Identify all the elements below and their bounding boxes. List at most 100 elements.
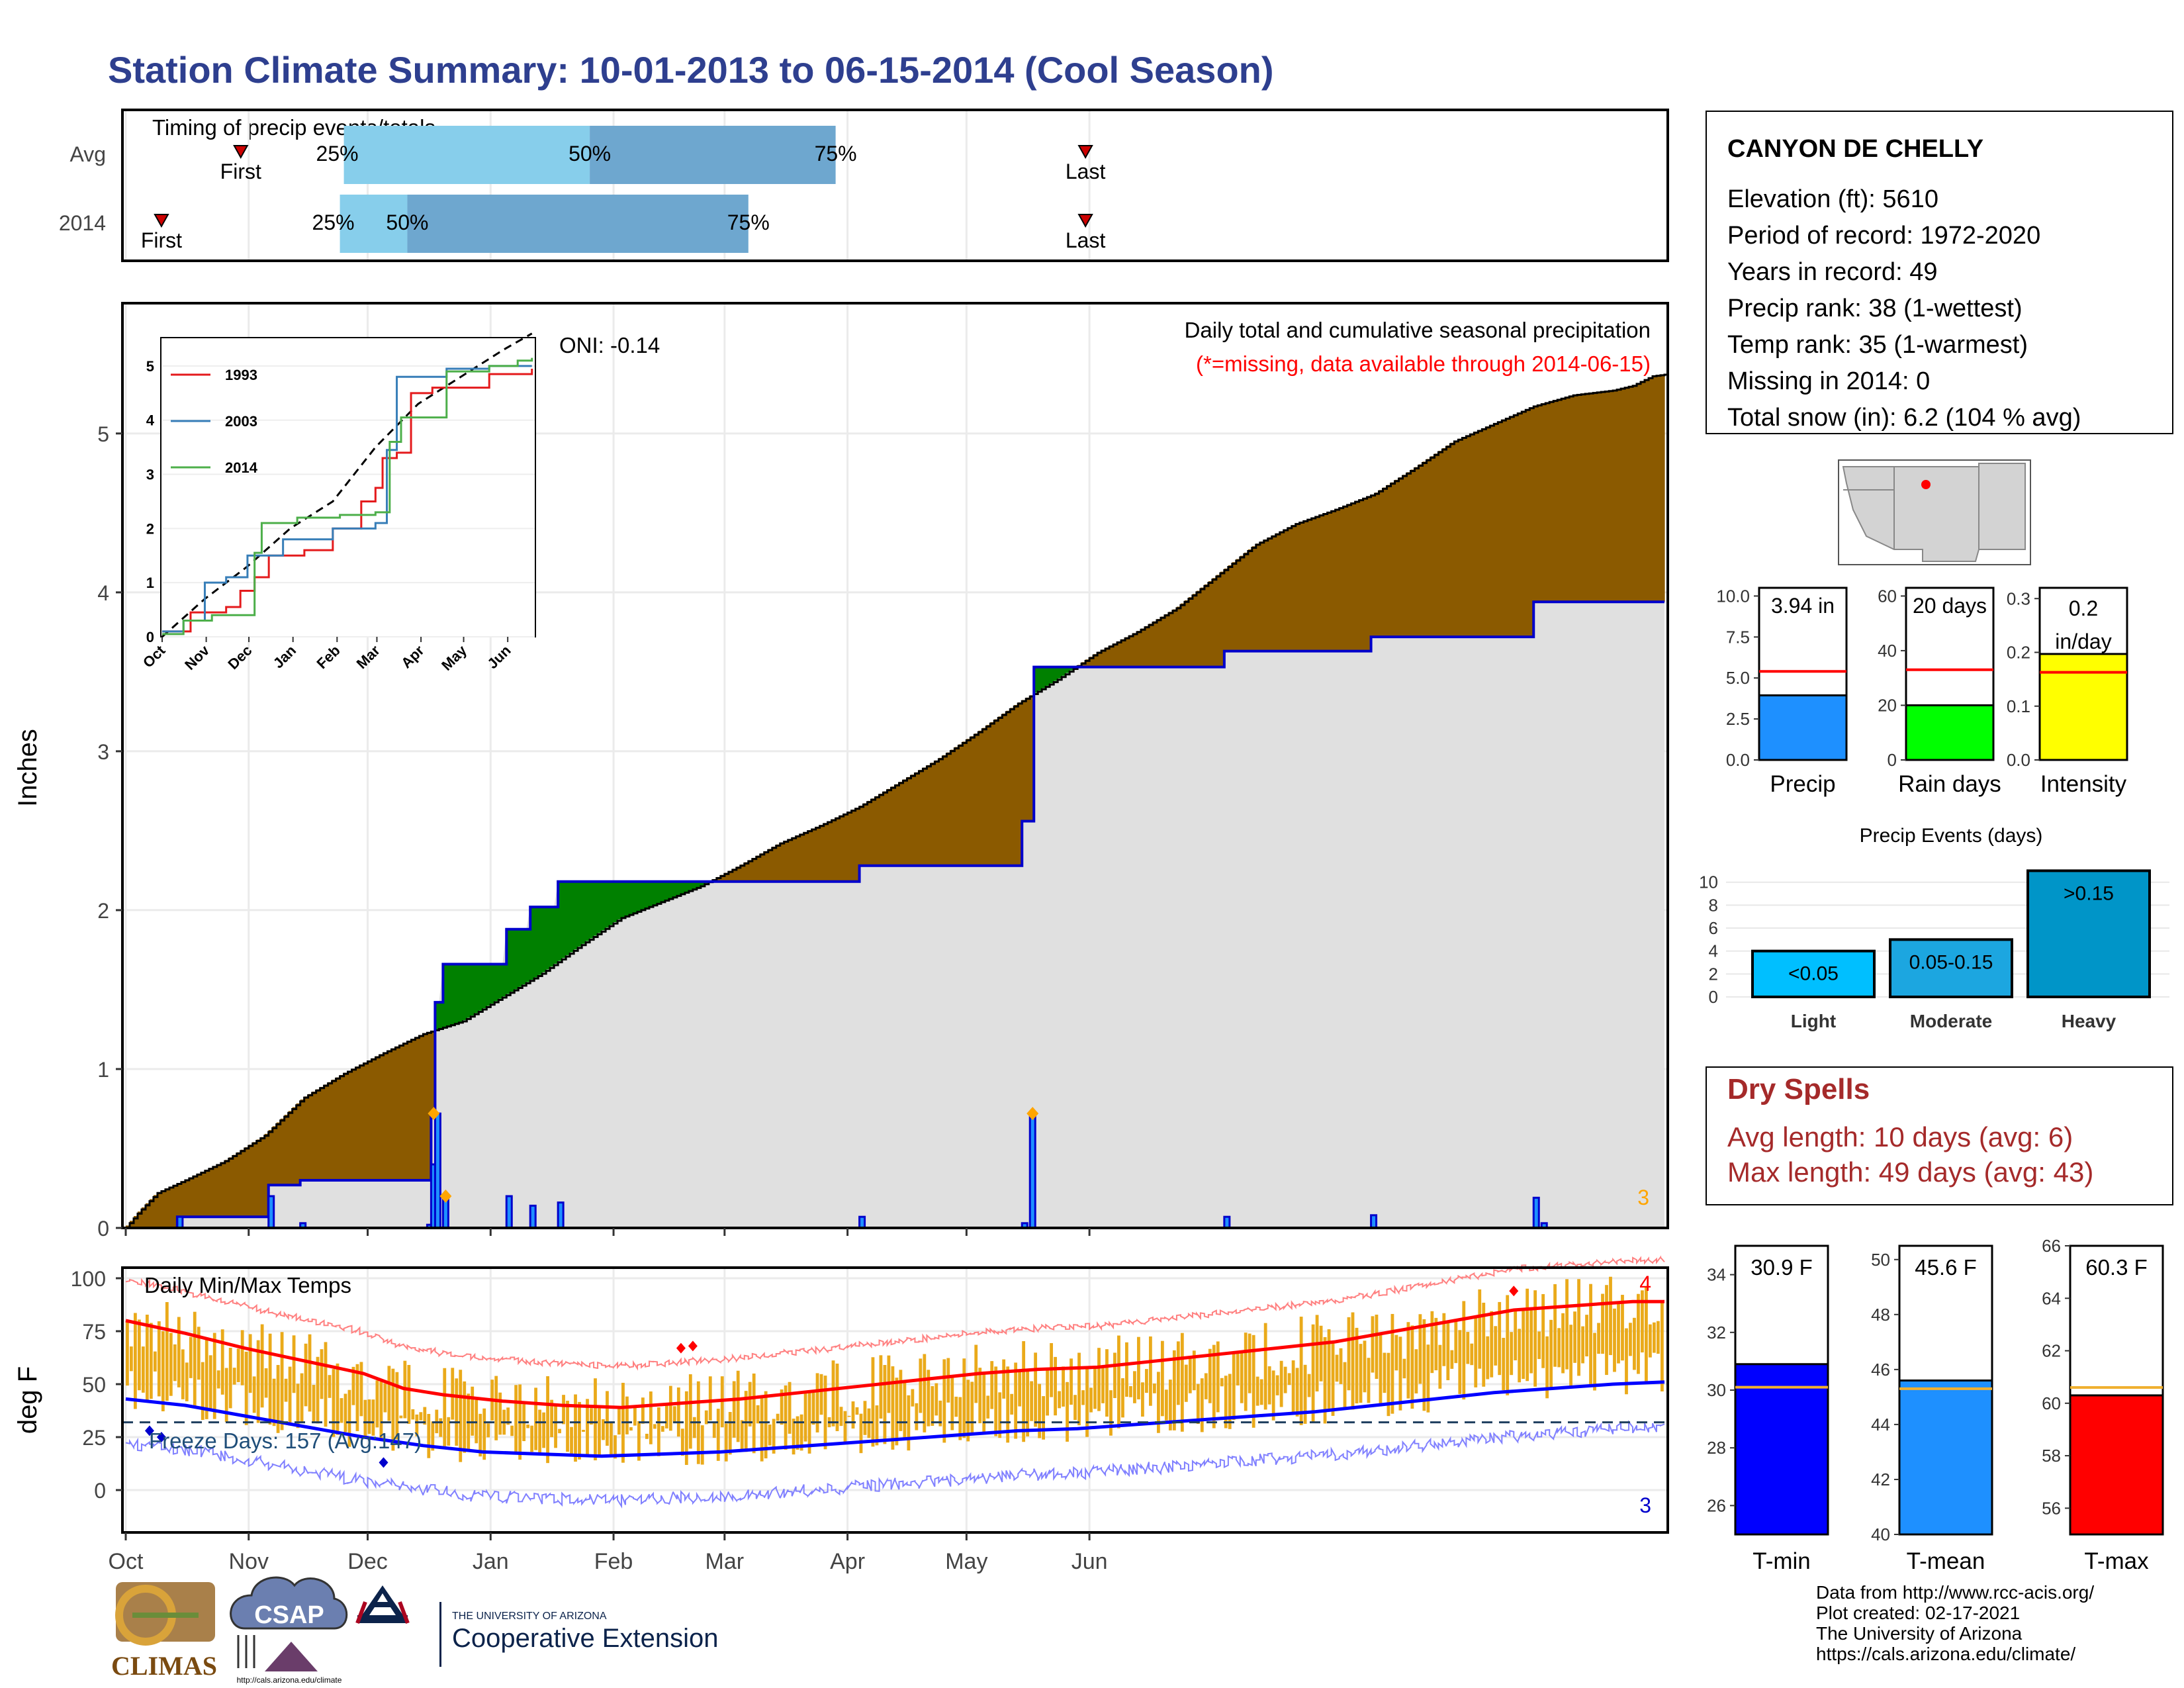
- daily-temp-bar: [232, 1368, 236, 1385]
- daily-temp-bar: [1236, 1352, 1240, 1385]
- daily-temp-bar: [264, 1368, 268, 1398]
- station-years: Years in record: 49: [1727, 258, 1938, 286]
- daily-temp-bar: [1259, 1379, 1263, 1405]
- daily-temp-bar: [1263, 1323, 1267, 1410]
- daily-temp-bar: [1188, 1357, 1192, 1393]
- station-temp-rank: Temp rank: 35 (1-warmest): [1727, 331, 2028, 359]
- temp-y-label: deg F: [13, 1366, 42, 1434]
- temp-y-tick-label: 50: [82, 1373, 106, 1397]
- daily-temp-bar: [1375, 1314, 1379, 1380]
- daily-temp-bar: [126, 1321, 129, 1386]
- mini-bar-tick-label: 0.1: [2007, 696, 2030, 716]
- timing-bar-q1: [340, 195, 408, 253]
- daily-temp-bar: [1307, 1374, 1311, 1397]
- daily-temp-bar: [970, 1382, 974, 1435]
- daily-temp-bar: [193, 1311, 197, 1407]
- temp-count-min: 3: [1639, 1493, 1651, 1517]
- temp-bar-value: 30.9 F: [1751, 1255, 1813, 1280]
- temp-bar-tick-label: 64: [2042, 1288, 2061, 1308]
- daily-temp-bar: [1565, 1279, 1569, 1370]
- events-category-label: Heavy: [2062, 1011, 2116, 1031]
- daily-temp-bar: [1553, 1284, 1557, 1367]
- daily-temp-bar: [950, 1377, 954, 1430]
- daily-temp-bar: [427, 1413, 431, 1458]
- precip-panel: 0 1 2 3 4 5 Inches Daily total and cumulative…: [13, 302, 1669, 1241]
- daily-temp-bar: [316, 1356, 320, 1424]
- daily-temp-bar: [153, 1351, 157, 1372]
- daily-temp-bar: [978, 1368, 982, 1424]
- daily-temp-bar: [391, 1368, 395, 1451]
- timing-first-marker: [154, 214, 169, 228]
- daily-temp-bar: [645, 1433, 649, 1439]
- precip-y-axis: 0 1 2 3 4 5: [97, 422, 1091, 1241]
- average-max-temp-line: [125, 1299, 1664, 1409]
- daily-temp-bar: [478, 1413, 482, 1457]
- daily-temp-bar: [1046, 1369, 1049, 1416]
- daily-temp-bar: [863, 1401, 867, 1435]
- daily-temp-bar: [145, 1315, 149, 1401]
- daily-temp-bar: [1466, 1332, 1470, 1364]
- daily-temp-bar: [788, 1382, 792, 1434]
- daily-temp-bar: [946, 1358, 950, 1403]
- daily-temp-bar: [216, 1370, 220, 1389]
- daily-temp-bar: [177, 1317, 181, 1387]
- daily-temp-bar: [1617, 1301, 1620, 1364]
- daily-temp-bar: [463, 1381, 467, 1453]
- inset-y-tick-label: 4: [146, 412, 155, 429]
- daily-temp-bar: [1418, 1314, 1422, 1384]
- precip-y-tick-label: 2: [97, 899, 109, 923]
- daily-temp-bar: [799, 1414, 803, 1451]
- temp-bar-T-mean: [1898, 1379, 1993, 1536]
- daily-temp-bar: [1125, 1342, 1128, 1397]
- temp-panel: 0 25 50 75 100 Oct Nov Dec Jan Feb Mar Apr May Jun Da…: [13, 1255, 1669, 1574]
- daily-temp-bar: [653, 1424, 657, 1429]
- record-max-line: [125, 1255, 1665, 1371]
- daily-temp-bar: [1486, 1336, 1490, 1380]
- daily-temp-bar: [716, 1409, 720, 1461]
- mini-bar-label: Precip: [1770, 771, 1835, 797]
- daily-temp-bar: [359, 1362, 363, 1417]
- daily-temp-bar: [1113, 1352, 1116, 1399]
- daily-temp-bar: [1121, 1378, 1124, 1418]
- daily-temp-bar: [1018, 1371, 1022, 1407]
- temp-bar-tick-label: 30: [1707, 1380, 1726, 1400]
- daily-temp-bar: [1390, 1313, 1394, 1414]
- mini-bar-Intensity: [2038, 653, 2128, 761]
- daily-temp-bar: [1557, 1328, 1561, 1368]
- daily-temp-bar: [201, 1362, 205, 1420]
- daily-temp-bar: [740, 1420, 744, 1452]
- inset-legend-label: 1993: [225, 367, 257, 383]
- daily-temp-bar: [1589, 1284, 1592, 1387]
- daily-temp-bar: [982, 1371, 986, 1434]
- daily-temp-bar: [578, 1401, 581, 1460]
- daily-temp-bar: [1034, 1352, 1038, 1427]
- oni-value: ONI: -0.14: [559, 333, 660, 357]
- daily-temp-bar: [236, 1348, 240, 1382]
- daily-temp-bar: [1474, 1316, 1478, 1387]
- station-name: CANYON DE CHELLY: [1727, 135, 1983, 163]
- daily-temp-bar: [308, 1334, 312, 1412]
- daily-temp-bar: [1426, 1344, 1430, 1413]
- temp-x-tick-label: May: [945, 1549, 987, 1574]
- daily-temp-bar: [538, 1409, 541, 1454]
- temp-bar-tick-label: 44: [1871, 1415, 1890, 1434]
- temp-bar-T-min: [1734, 1363, 1829, 1536]
- temp-x-tick-label: Dec: [347, 1549, 387, 1574]
- mini-bar-tick-label: 0.2: [2007, 643, 2030, 663]
- daily-temp-bar: [1180, 1333, 1184, 1432]
- daily-temp-bar: [288, 1366, 292, 1426]
- daily-temp-bar: [141, 1346, 145, 1393]
- daily-temp-bar: [411, 1409, 415, 1420]
- daily-temp-bar: [879, 1355, 883, 1419]
- daily-temp-bar: [1613, 1308, 1616, 1372]
- inset-legend-label: 2003: [225, 413, 257, 430]
- daily-temp-bar: [672, 1406, 676, 1423]
- daily-temp-bar: [614, 1435, 617, 1459]
- daily-temp-bar: [649, 1391, 653, 1444]
- daily-precip-bar: [433, 1112, 441, 1229]
- temp-count-max: 4: [1639, 1272, 1651, 1295]
- timing-panel: Timing of precip events/totals 25% 50% 75%…: [59, 109, 1669, 262]
- precip-events-chart: Precip Events (days) 0 2 4 6 8 10 <0.05 Light 0.…: [1699, 825, 2169, 1031]
- daily-temp-bar: [292, 1335, 296, 1393]
- daily-temp-bar: [610, 1423, 613, 1458]
